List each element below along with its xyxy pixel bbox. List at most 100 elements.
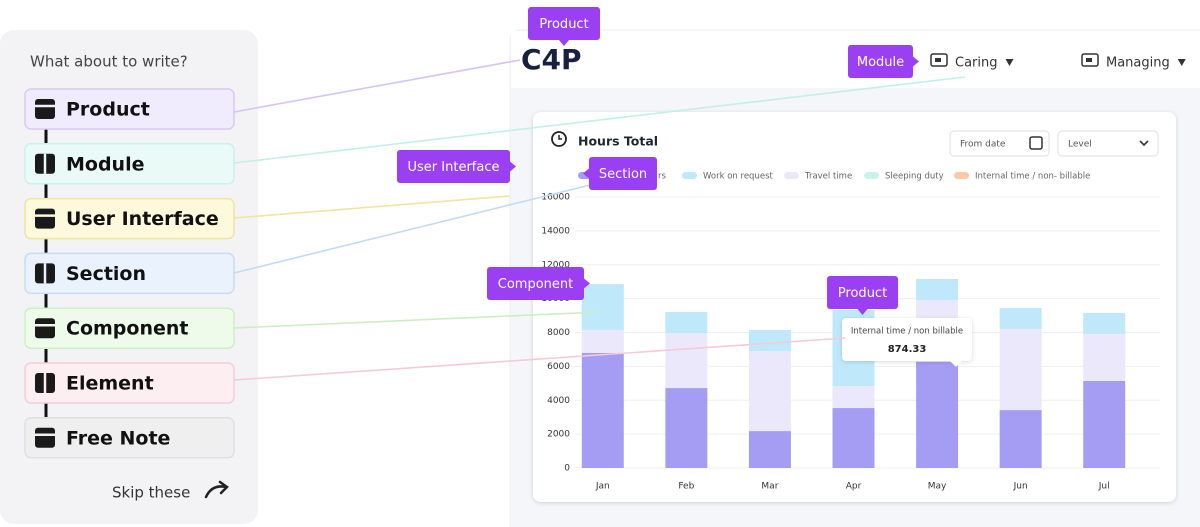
tooltip [842,318,972,361]
legend-swatch [784,172,799,179]
tag-label: Product [838,286,887,301]
nav-icon [930,53,948,67]
sidebar-item[interactable] [24,88,235,130]
bar-segment [916,361,959,468]
tag-label: Product [539,17,588,32]
y-tick-label: 12000 [541,260,570,270]
legend-label: rs [658,172,666,182]
nav-icon-dot [1086,58,1092,62]
logo: C4P [521,43,582,76]
chart-icon [551,131,567,147]
sidebar-item[interactable] [24,307,235,349]
connector [233,311,601,329]
sidebar-item-label: Product [66,99,150,121]
tag-pointer [857,309,868,315]
legend-swatch [864,172,879,179]
sidebar-item-label: Element [66,373,154,395]
x-tick-label: Jun [1013,482,1028,492]
bar-segment [748,329,791,352]
skip-link[interactable]: Skip these [112,484,190,502]
bar-segment [581,284,624,330]
sidebar-item-label: User Interface [66,208,219,230]
bar-segment [665,333,708,389]
nav-item[interactable]: Managing [1106,56,1170,71]
bar-segment [1083,334,1126,381]
bar-segment [1083,380,1126,468]
chart-title: Hours Total [578,134,658,149]
skip-arrow [204,480,229,499]
date-filter[interactable] [949,130,1050,157]
sidebar-item[interactable] [24,417,235,459]
sidebar-item-label: Free Note [66,427,170,449]
connector [233,337,846,381]
bar-segment [665,388,708,468]
sidebar-prompt: What about to write? [30,53,188,71]
connector [233,184,591,274]
date-filter-label: From date [960,140,1006,150]
tag-label: Module [857,55,904,70]
sidebar-item-label: Module [66,153,145,175]
tag-label: Component [498,277,573,292]
bar-segment [999,328,1042,411]
sidebar-item-label: Component [66,318,188,340]
level-chevron [1139,140,1149,147]
y-tick-label: 14000 [541,226,570,236]
tag [589,157,657,190]
y-tick-label: 0 [564,464,570,474]
sidebar-item[interactable] [24,197,235,240]
bar-segment [999,307,1042,329]
bar-segment [748,431,791,468]
nav-icon-dot [935,58,941,62]
y-tick-label: 6000 [547,362,570,372]
bar-segment [1083,313,1126,335]
tag-pointer [913,56,919,67]
bar-segment [748,351,791,432]
tooltip-label: Internal time / non billable [851,327,963,337]
bar-segment [916,278,959,300]
bar-segment [832,386,875,409]
x-tick-label: Feb [678,482,694,492]
connector [233,195,511,219]
tag-pointer [510,161,516,172]
tag [827,276,898,309]
chart-icon-hands [558,135,562,140]
bar-segment [665,312,708,334]
sidebar-item[interactable] [24,362,235,404]
sidebar-item[interactable] [24,143,235,185]
tag [487,267,584,300]
x-tick-label: Mar [761,482,778,492]
legend-label: Travel time [804,172,852,182]
nav-caret [1005,59,1014,66]
sidebar-item-label: Section [66,263,146,285]
level-filter[interactable] [1057,130,1159,157]
level-filter-label: Level [1068,140,1092,150]
legend-label: Internal time / non- billable [975,172,1090,182]
nav-icon [1081,53,1099,67]
legend-label: Sleeping duty [885,172,944,182]
nav-caret [1177,59,1186,66]
x-tick-label: Jul [1098,482,1110,492]
bar-segment [581,329,624,353]
item-icon [35,318,55,339]
bar-segment [581,352,624,468]
nav-item[interactable]: Caring [955,56,998,71]
connector [233,59,521,113]
sidebar-item[interactable] [24,252,235,295]
bar-segment [832,408,875,468]
tag [848,45,913,78]
connector [233,76,966,164]
y-tick-label: 4000 [547,396,570,406]
tooltip-value: 874.33 [888,344,927,355]
legend-label: Work on request [703,172,773,182]
tooltip-pointer [950,361,962,367]
legend-swatch [682,172,697,179]
item-icon [35,427,55,448]
calendar-icon [1029,136,1043,150]
y-tick-label: 2000 [547,430,570,440]
tag-pointer [559,40,569,46]
tag [528,7,600,40]
item-icon [35,208,55,229]
bar-segment [999,410,1042,468]
